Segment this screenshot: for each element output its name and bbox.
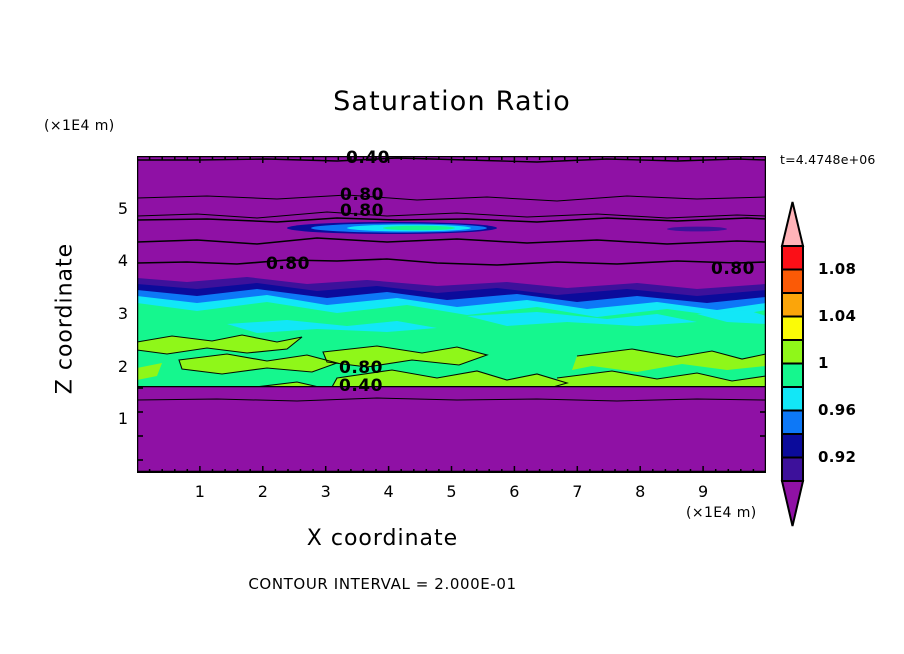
x-tick-label: 8 bbox=[635, 482, 646, 501]
y-axis-title: Z coordinate bbox=[52, 242, 78, 395]
x-tick-label: 2 bbox=[257, 482, 268, 501]
lower-background-region bbox=[137, 386, 766, 472]
colorbar-tick-label: 1.08 bbox=[818, 259, 857, 278]
contour-interval-caption: CONTOUR INTERVAL = 2.000E-01 bbox=[248, 575, 517, 593]
contour-level-label: 0.40 bbox=[339, 376, 383, 396]
x-tick-label: 3 bbox=[320, 482, 331, 501]
colorbar-tick-label: 0.96 bbox=[818, 400, 857, 419]
colorbar-bottom-arrow-shape bbox=[780, 480, 805, 527]
colorbar-cell bbox=[781, 245, 804, 271]
colorbar-tick-label: 1.04 bbox=[818, 306, 857, 325]
x-tick-label: 5 bbox=[446, 482, 457, 501]
colorbar-cells bbox=[781, 245, 804, 482]
y-tick-label: 3 bbox=[117, 304, 128, 323]
time-annotation: t=4.4748e+06 bbox=[780, 152, 876, 167]
y-tick-label: 4 bbox=[117, 251, 128, 271]
colorbar-cell bbox=[781, 362, 804, 388]
colorbar-cell bbox=[781, 315, 804, 341]
colorbar-cell bbox=[781, 409, 804, 435]
y-tick-label: 2 bbox=[117, 356, 128, 376]
colorbar-cell bbox=[781, 292, 804, 318]
colorbar-top-arrow-shape bbox=[780, 201, 805, 247]
colorbar-cell bbox=[781, 433, 804, 459]
colorbar-bottom-arrow bbox=[780, 480, 805, 527]
x-axis-unit-label: (×1E4 m) bbox=[686, 505, 757, 521]
colorbar-cell bbox=[781, 339, 804, 365]
contour-level-label: 0.80 bbox=[711, 259, 755, 279]
colorbar-cell bbox=[781, 386, 804, 412]
colorbar-cell bbox=[781, 456, 804, 482]
x-tick-label: 4 bbox=[383, 482, 394, 501]
y-tick-label: 5 bbox=[117, 198, 128, 218]
contour-level-label: 0.80 bbox=[340, 201, 384, 221]
contour-level-label: 0.80 bbox=[340, 185, 384, 205]
y-axis-unit-label: (×1E4 m) bbox=[44, 118, 115, 134]
x-tick-label: 6 bbox=[509, 482, 520, 501]
contour-level-label: 0.40 bbox=[346, 148, 390, 168]
contour-level-label: 0.80 bbox=[339, 358, 383, 378]
x-tick-label: 7 bbox=[572, 482, 583, 501]
x-tick-label: 9 bbox=[698, 482, 709, 501]
contour-level-label: 0.80 bbox=[266, 254, 310, 274]
x-tick-label: 1 bbox=[194, 482, 205, 501]
colorbar-tick-label: 1 bbox=[818, 353, 829, 372]
colorbar-cell bbox=[781, 268, 804, 294]
colorbar-tick-label: 0.92 bbox=[818, 447, 857, 466]
y-tick-label: 1 bbox=[117, 409, 128, 429]
chart-title: Saturation Ratio bbox=[333, 86, 571, 117]
colorbar-top-arrow bbox=[780, 201, 805, 247]
x-axis-title: X coordinate bbox=[306, 526, 459, 551]
colorbar bbox=[780, 201, 805, 527]
